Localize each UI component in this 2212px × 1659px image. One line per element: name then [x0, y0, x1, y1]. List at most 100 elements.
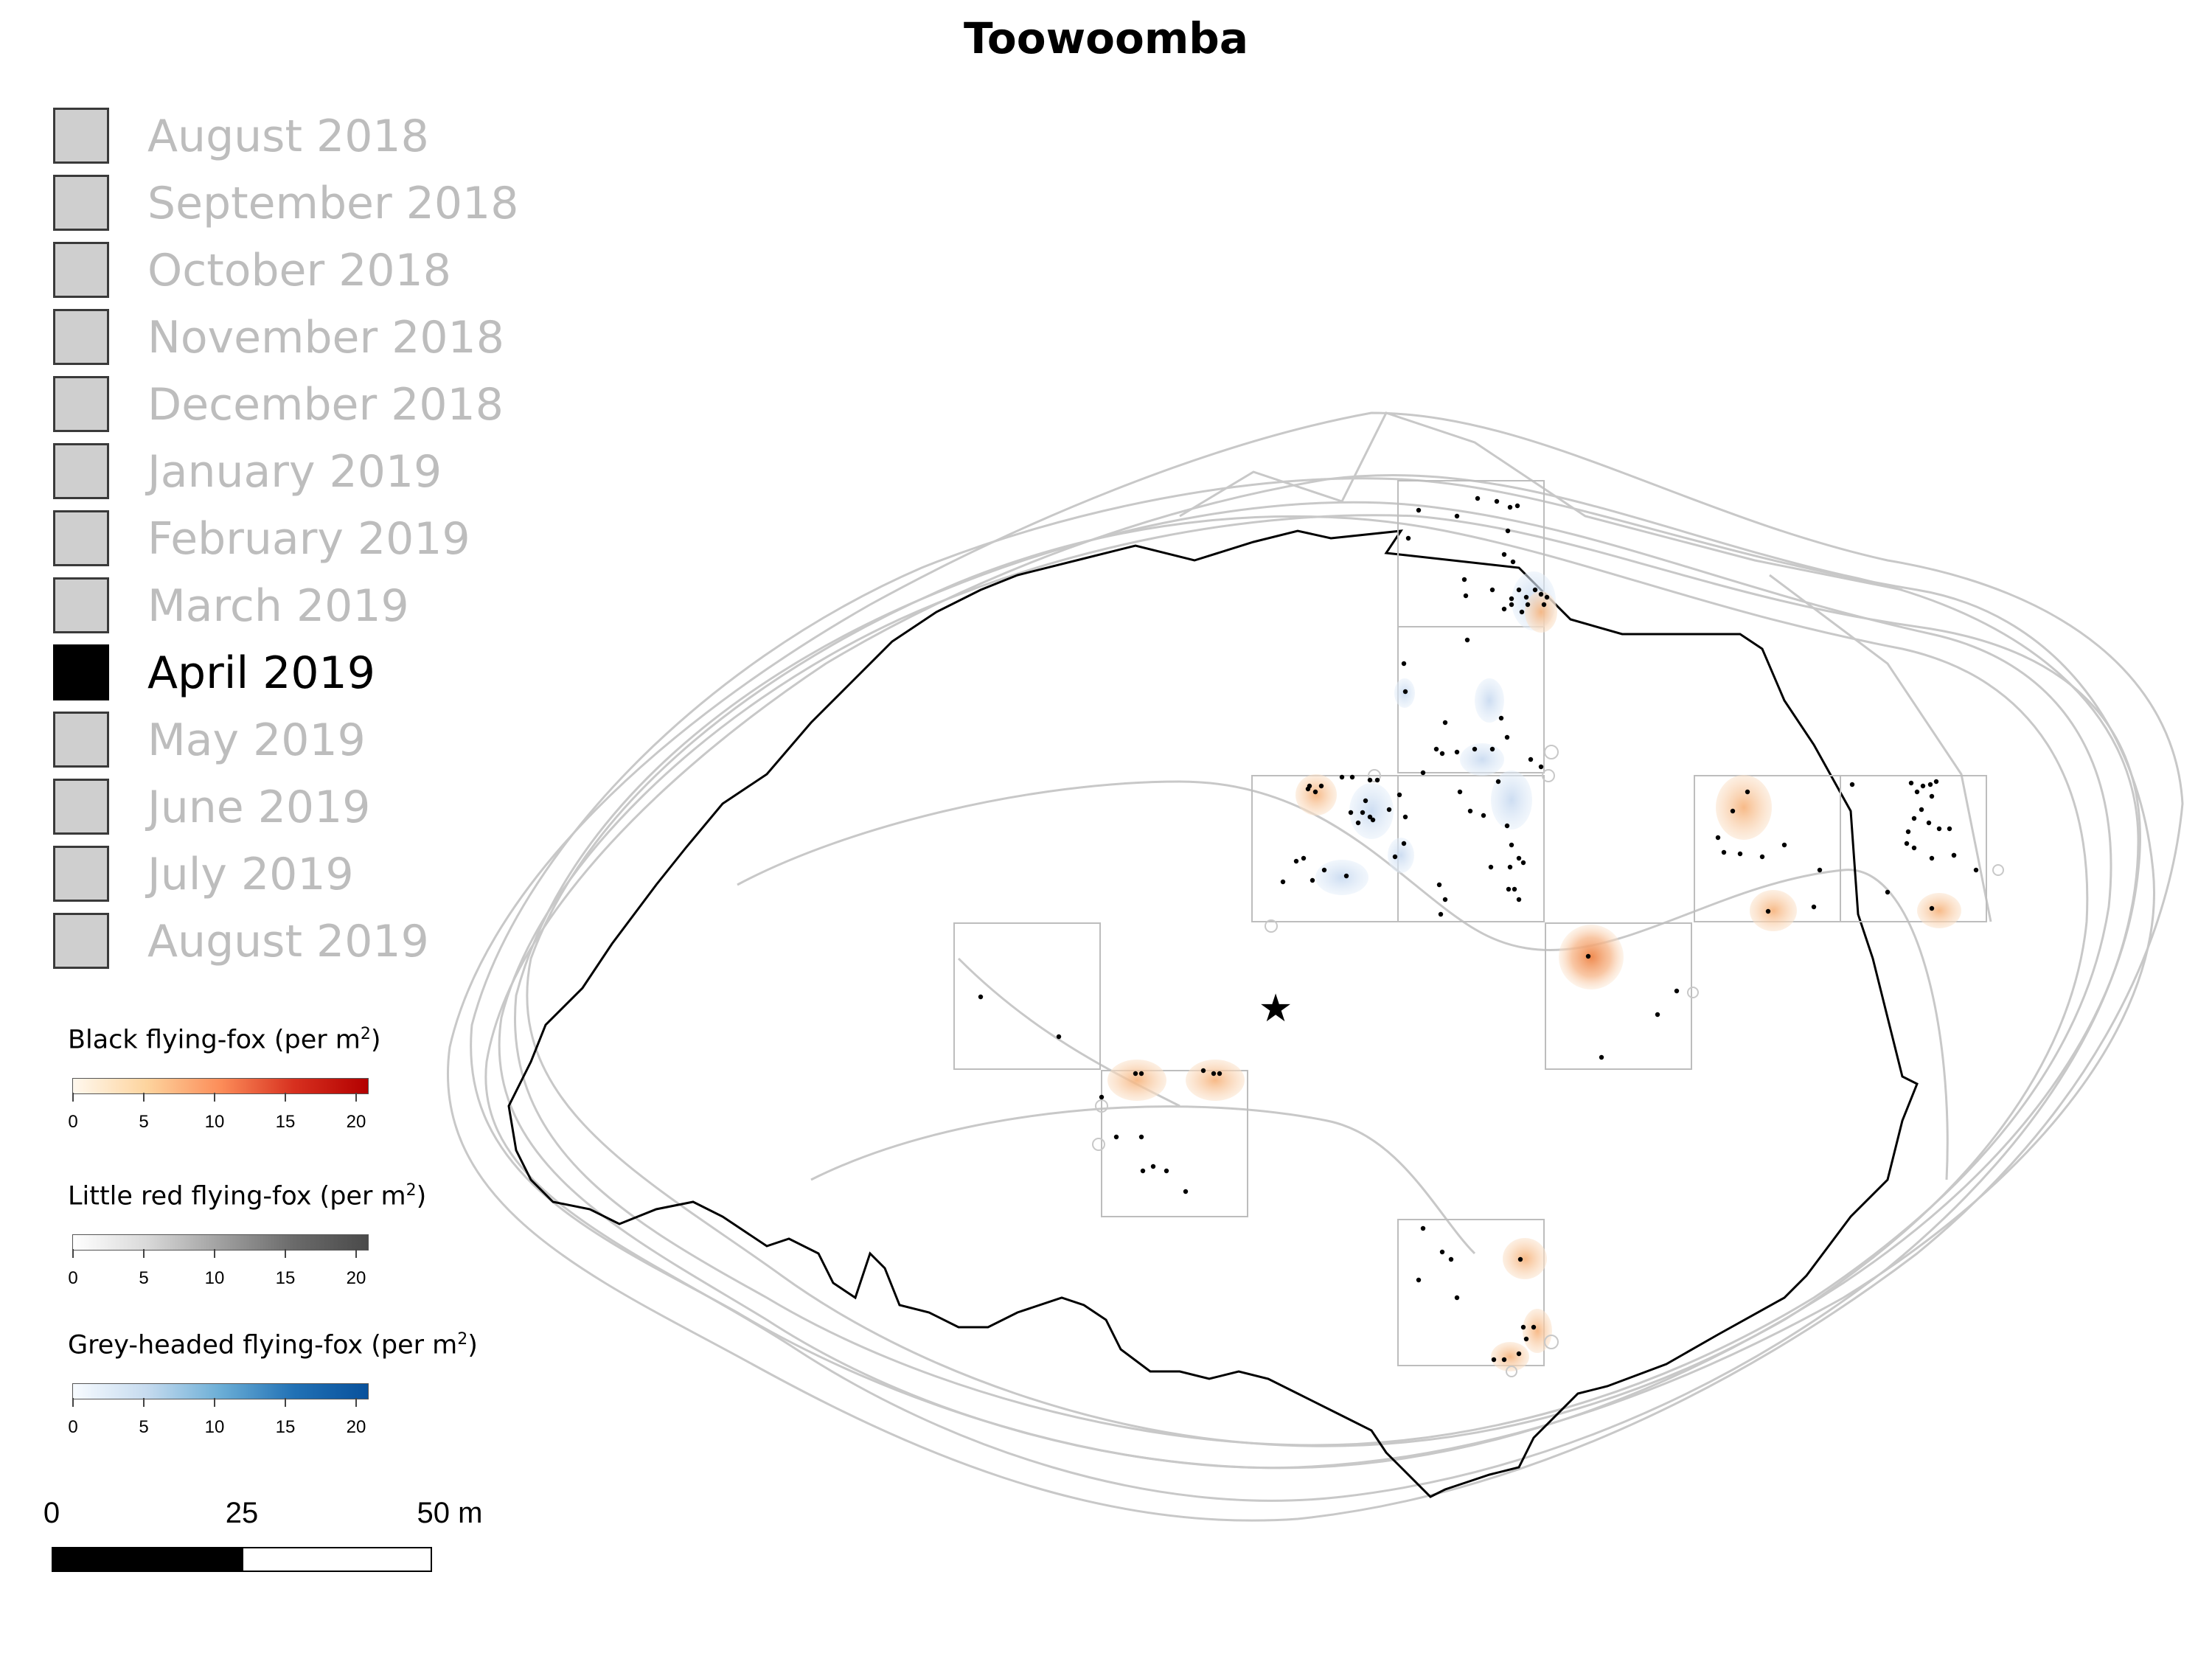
tree-point	[1360, 810, 1366, 815]
tree-point	[1310, 877, 1315, 883]
tree-point	[1363, 798, 1368, 804]
tree-point	[1442, 897, 1448, 902]
density-blobs	[1107, 571, 1961, 1371]
tree-point	[1494, 498, 1500, 504]
colorbar-tick-label: 0	[68, 1417, 78, 1437]
month-swatch	[53, 577, 109, 633]
tree-point	[1436, 882, 1442, 888]
tree-point	[1520, 860, 1526, 866]
tree-point	[1416, 507, 1422, 513]
month-legend-item: September 2018	[53, 175, 569, 234]
colorbar-tick	[143, 1249, 145, 1258]
tree-point	[1448, 1256, 1454, 1262]
tree-point	[1933, 779, 1939, 785]
map-title: Toowoomba	[964, 13, 1248, 63]
tree-point	[1307, 783, 1312, 789]
colorbar-title: Black flying-fox (per m2)	[68, 1025, 381, 1055]
tree-point	[1150, 1164, 1156, 1169]
colorbar-gradient	[72, 1234, 369, 1251]
tree-point	[1439, 1249, 1445, 1255]
tree-point	[1420, 770, 1426, 776]
quadrat	[953, 922, 1101, 1070]
tree-points	[978, 495, 1979, 1363]
month-swatch	[53, 846, 109, 902]
month-swatch	[53, 644, 109, 700]
tree-point	[1927, 782, 1933, 787]
tree-point	[1183, 1189, 1189, 1194]
tree-point	[1343, 873, 1349, 879]
tree-point	[1495, 779, 1501, 785]
tree-point	[1516, 897, 1522, 902]
tree-point	[1523, 594, 1529, 600]
tree-point	[1454, 513, 1460, 519]
tree-point	[1519, 609, 1525, 615]
tree-point	[1374, 777, 1380, 783]
colorbar-tick-label: 15	[275, 1268, 296, 1288]
colorbar-tick-label: 0	[68, 1268, 78, 1288]
tree-point	[1501, 606, 1507, 612]
tree-point	[1140, 1168, 1146, 1174]
tree-point	[1919, 807, 1924, 813]
colorbar-tick-label: 20	[346, 1417, 366, 1437]
colorbar-tick	[72, 1093, 74, 1102]
tree-point	[1318, 783, 1324, 789]
colorbar-tick	[285, 1093, 286, 1102]
tree-point	[1349, 774, 1355, 780]
tree-point	[1504, 734, 1510, 740]
month-legend-item: January 2019	[53, 443, 569, 502]
tree-point	[1488, 864, 1494, 870]
tree-point	[1405, 535, 1411, 541]
month-legend-item: August 2018	[53, 108, 569, 167]
tree-point	[1348, 810, 1354, 815]
colorbar-gradient	[72, 1078, 369, 1094]
colorbar-gradient	[72, 1383, 369, 1399]
month-legend-item: June 2019	[53, 779, 569, 838]
colorbar-tick	[285, 1398, 286, 1407]
tree-point	[1293, 858, 1299, 864]
tree-point	[1745, 789, 1750, 795]
quadrat	[1545, 922, 1692, 1070]
colorbar-tick-label: 15	[275, 1417, 296, 1437]
tree-point	[1056, 1034, 1062, 1040]
tree-point	[1472, 746, 1478, 752]
month-legend-item: February 2019	[53, 510, 569, 569]
colorbar-tick	[143, 1093, 145, 1102]
colorbar-tick-label: 10	[204, 1268, 225, 1288]
tree-point	[1133, 1071, 1138, 1077]
month-swatch	[53, 779, 109, 835]
month-label: December 2018	[147, 379, 504, 431]
month-legend-item: April 2019	[53, 644, 569, 703]
colorbar-tick	[214, 1249, 215, 1258]
tree-point	[1905, 829, 1911, 835]
tree-point	[1849, 782, 1855, 787]
colorbar-tick	[72, 1249, 74, 1258]
colorbar-tick-label: 5	[139, 1417, 149, 1437]
tree-point	[1489, 746, 1495, 752]
month-swatch	[53, 712, 109, 768]
tree-point	[1501, 1357, 1507, 1363]
tree-point	[1585, 953, 1591, 959]
tree-point	[1339, 774, 1345, 780]
tree-point	[1501, 552, 1507, 557]
colorbar-tick-label: 5	[139, 1112, 149, 1132]
tree-point	[1392, 854, 1398, 860]
tree-point	[1929, 855, 1935, 861]
month-legend-item: July 2019	[53, 846, 569, 905]
tree-point	[1523, 1336, 1529, 1342]
roost-outline-current-month	[507, 529, 1919, 1498]
colorbar-tick	[355, 1398, 357, 1407]
tree-point	[1781, 842, 1787, 848]
tree-point	[1481, 813, 1486, 818]
tree-point	[1402, 814, 1408, 820]
tree-point	[1599, 1054, 1604, 1060]
tree-point	[1217, 1071, 1222, 1077]
colorbar-tick	[72, 1398, 74, 1407]
month-label: September 2018	[147, 178, 519, 229]
tree-point	[1457, 789, 1463, 795]
colorbar-title: Little red flying-fox (per m2)	[68, 1181, 427, 1211]
scale-bar-black-segment	[52, 1547, 242, 1572]
month-label: January 2019	[147, 446, 442, 498]
tree-point	[1454, 1295, 1460, 1301]
tree-point	[1113, 1134, 1119, 1140]
colorbar-tick	[214, 1398, 215, 1407]
